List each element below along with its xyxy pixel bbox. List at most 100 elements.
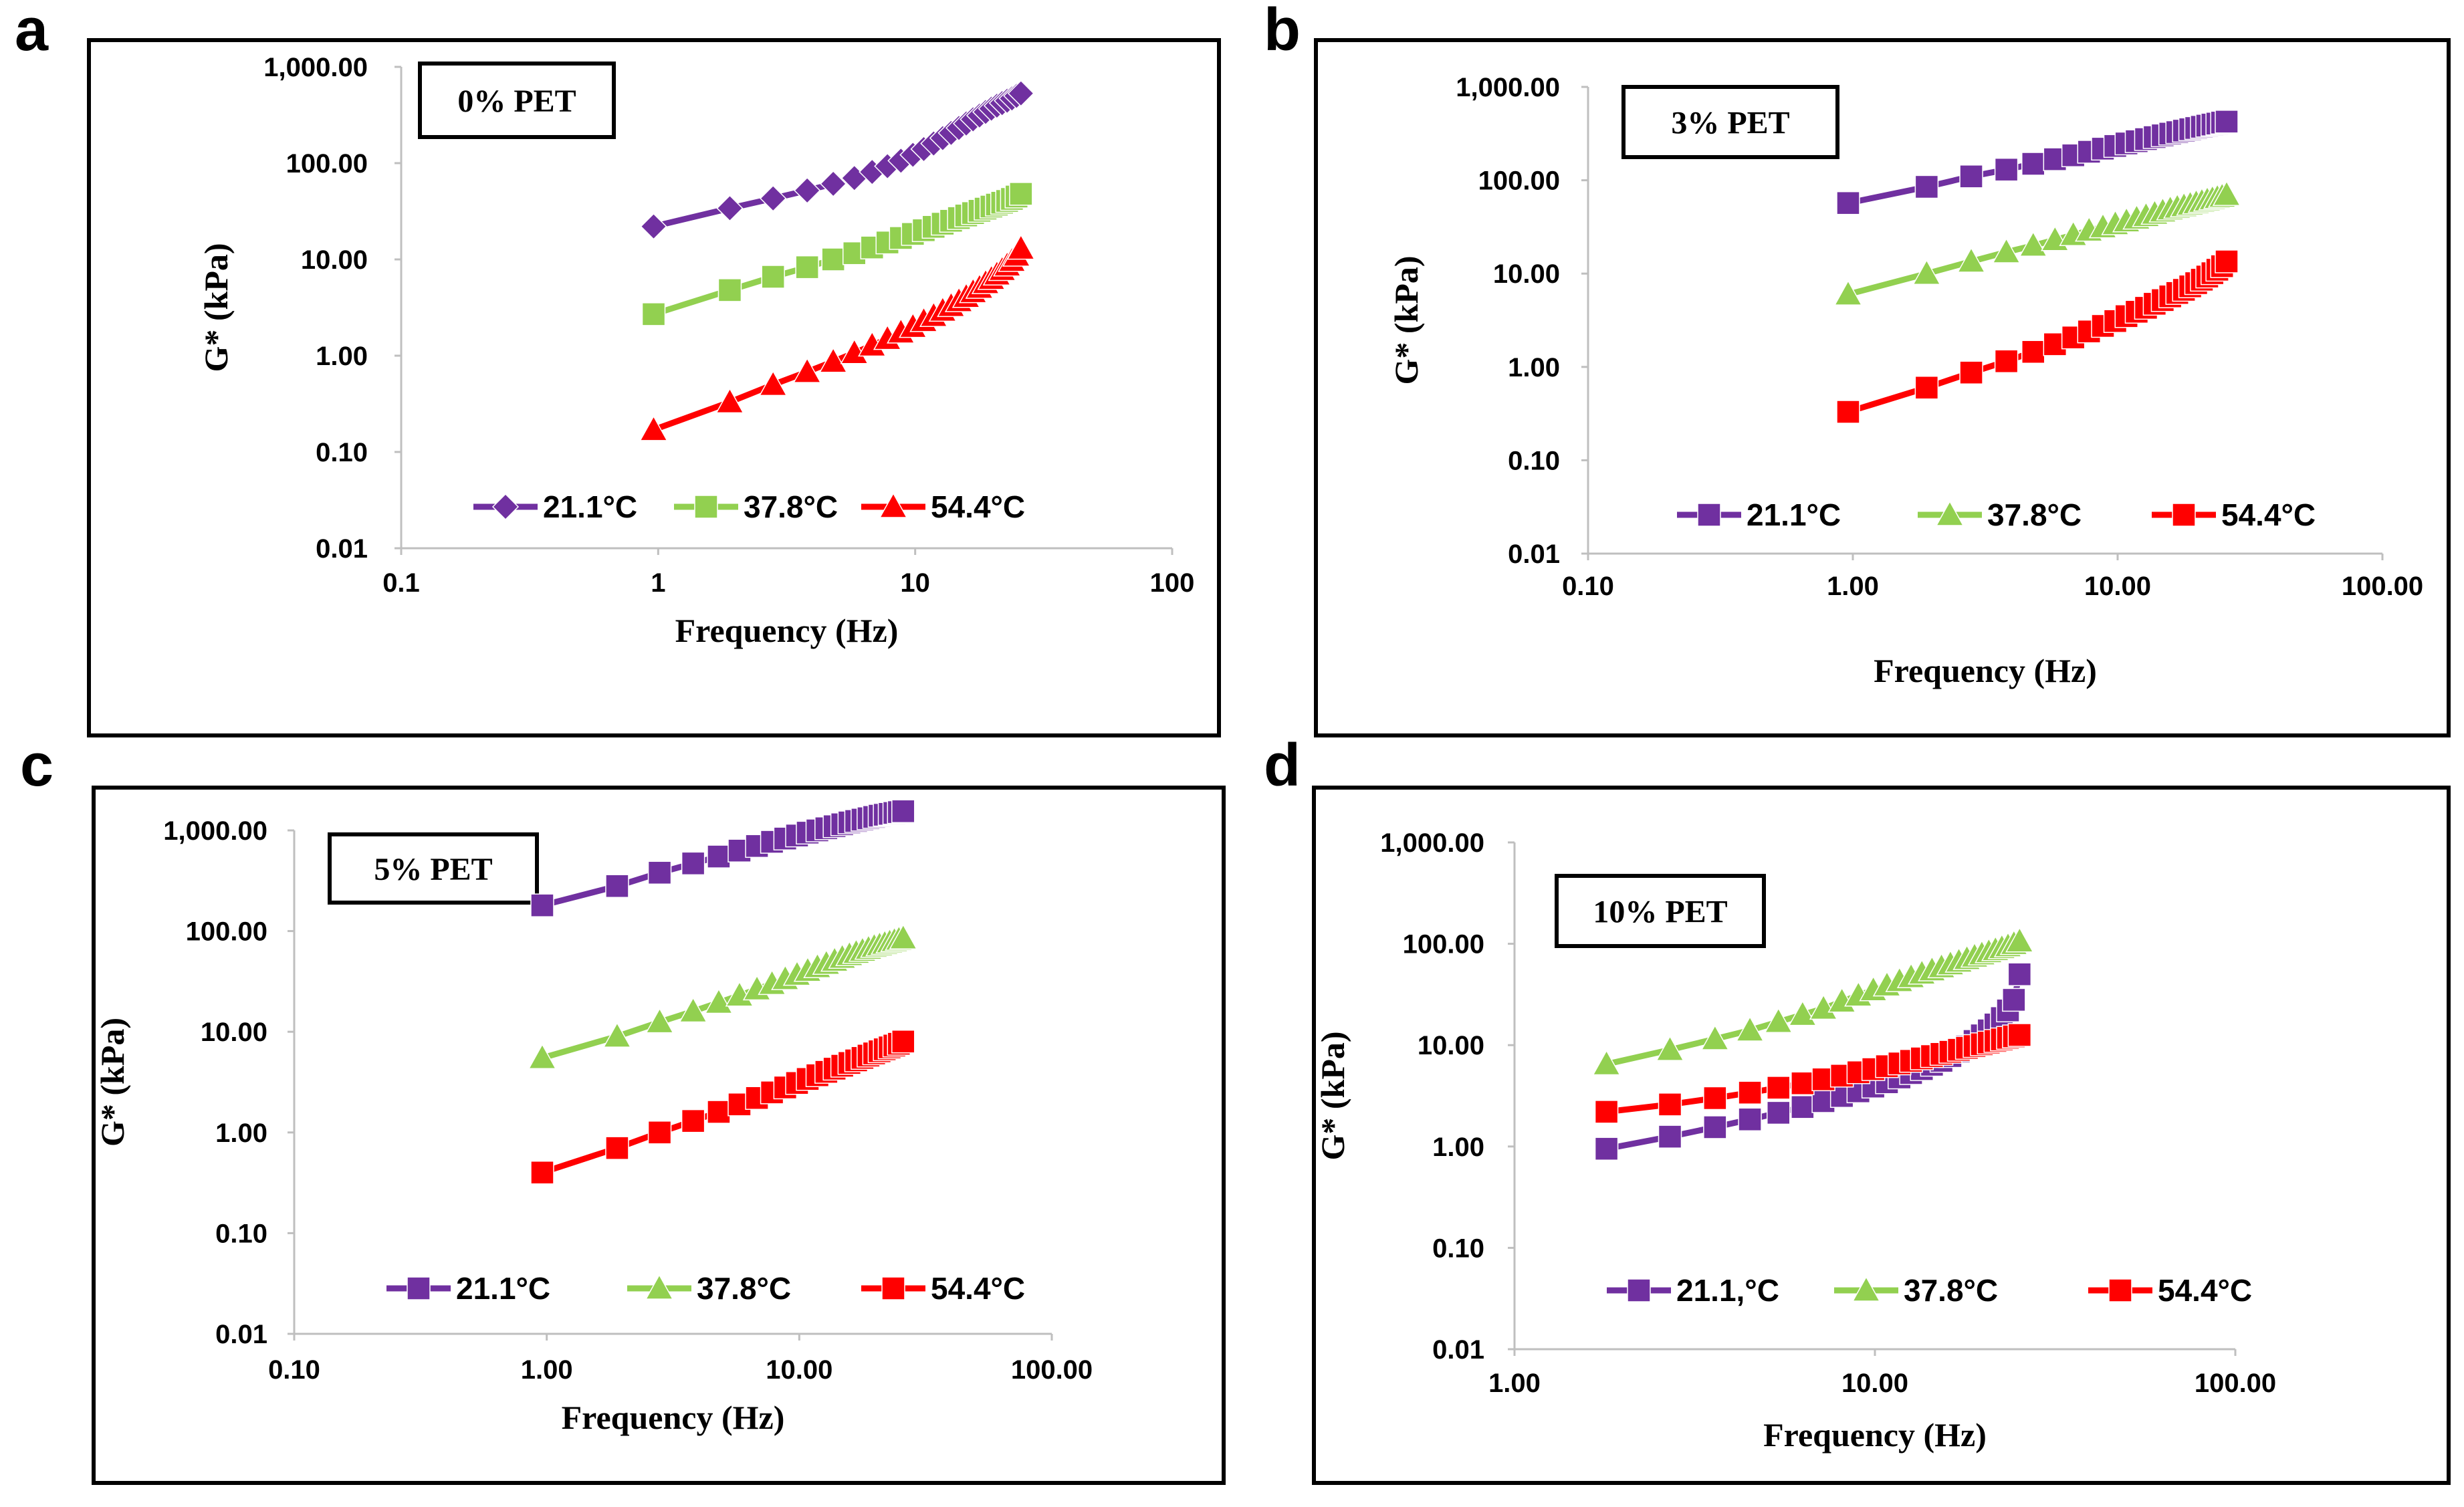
data-point [647,1121,672,1145]
data-point [645,1008,674,1034]
data-point [2005,927,2034,953]
panel-frame [1312,786,2451,1485]
data-point [792,357,822,383]
y-tick-label: 10.00 [201,1018,267,1047]
data-point [760,185,787,212]
chart-title: 5% PET [374,852,492,887]
y-tick-label: 1,000.00 [1456,73,1560,102]
y-tick-label: 0.10 [1432,1234,1484,1263]
series-1 [528,923,918,1070]
x-tick-label: 1.00 [1488,1369,1541,1398]
data-point [1809,994,1838,1020]
y-tick-label: 10.00 [1493,259,1560,289]
title-badge [418,62,616,139]
data-point [891,1030,915,1054]
y-tick-label: 0.01 [1508,540,1560,569]
y-tick-label: 1.00 [1508,353,1560,382]
series-2 [1836,249,2239,424]
x-tick-label: 100.00 [2342,572,2423,601]
data-point [1994,157,2019,182]
x-axis-title: Frequency (Hz) [1874,652,2097,689]
y-tick-label: 1,000.00 [263,53,368,82]
series-0 [530,799,915,917]
data-point [681,1109,705,1133]
data-point [794,177,821,204]
legend-entry: 37.8°C [1834,1273,1998,1308]
data-point [1738,1107,1762,1132]
data-point [1738,1080,1762,1105]
legend-entry: 37.8°C [674,489,838,524]
data-point [704,988,734,1014]
legend-marker [491,493,520,521]
data-point [1703,1086,1727,1111]
y-tick-label: 1.00 [1432,1133,1484,1162]
data-point [1912,259,1941,285]
data-point [795,255,819,279]
data-point [1836,400,1860,424]
data-point [1006,234,1036,260]
y-tick-label: 0.01 [316,534,368,564]
data-point [528,1043,557,1070]
legend-marker [1935,500,1965,526]
data-point [1658,1092,1682,1117]
legend-entry: 21.1°C [386,1271,550,1306]
data-point [715,387,744,414]
x-tick-label: 0.1 [382,568,420,598]
data-point [1767,1100,1791,1125]
data-point [2007,1023,2032,1047]
data-point [758,370,788,396]
panel-letter: c [20,732,53,799]
y-tick-label: 100.00 [1478,166,1560,196]
legend-marker [879,492,908,518]
data-point [605,874,629,899]
data-point [1594,1100,1619,1124]
series-0 [640,80,1034,240]
data-point [1700,1024,1730,1050]
panel-d: d 0.01 0.10 1.00 10.00 100.00 1,000.00 1.00 10.0… [1264,732,2451,1485]
legend-label: 54.4°C [2221,497,2316,532]
data-point [681,851,705,876]
legend-label: 21.1,°C [1676,1273,1779,1308]
chart-title: 0% PET [457,84,576,119]
x-axis-title: Frequency (Hz) [675,612,899,649]
data-point [605,1136,629,1160]
data-point [530,1160,554,1185]
x-tick-label: 100 [1150,568,1195,598]
data-point [818,347,848,373]
data-point [891,799,915,824]
legend-marker [1627,1278,1651,1302]
legend-entry: 37.8°C [627,1271,791,1306]
data-point [1959,360,1983,384]
legend-entry: 54.4°C [2152,497,2316,532]
legend-entry: 21.1,°C [1607,1273,1779,1308]
title-badge [1555,874,1766,948]
legend-entry: 21.1°C [1677,497,1841,532]
x-tick-label: 100.00 [2195,1369,2276,1398]
y-tick-label: 100.00 [186,917,267,947]
data-point [2212,180,2241,206]
legend-label: 21.1°C [1747,497,1841,532]
y-tick-label: 10.00 [301,245,368,275]
legend-label: 37.8°C [1904,1273,1998,1308]
x-tick-label: 10.00 [766,1355,832,1385]
data-point [2215,110,2239,134]
y-tick-label: 10.00 [1418,1031,1484,1060]
x-tick-label: 0.10 [268,1355,320,1385]
data-point [1914,376,1939,400]
legend-marker [694,495,718,519]
legend-entry: 54.4°C [2088,1273,2252,1308]
chart-title: 3% PET [1671,106,1789,141]
y-axis-title: G* (kPa) [1314,1031,1351,1160]
series-0 [1836,110,2239,215]
x-tick-label: 10.00 [1841,1369,1908,1398]
title-badge [328,832,539,905]
series-1 [1592,927,2034,1076]
y-tick-label: 0.10 [215,1219,267,1248]
legend-label: 21.1°C [543,489,637,524]
data-point [717,278,742,302]
legend-marker [1852,1276,1881,1302]
data-point [1914,175,1939,199]
data-point [1994,349,2019,374]
